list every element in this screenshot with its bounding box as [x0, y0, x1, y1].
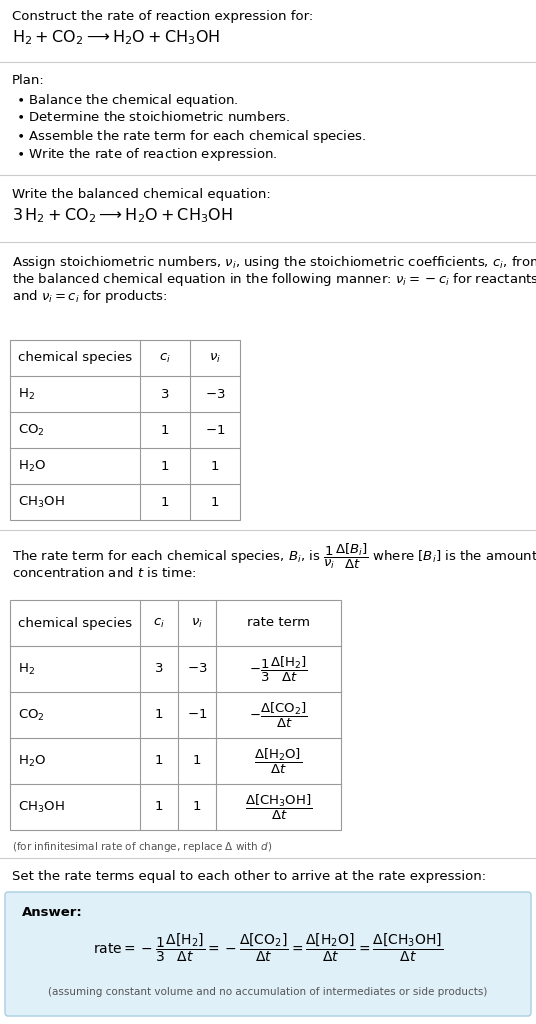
Text: $-1$: $-1$	[205, 424, 225, 436]
Text: $\dfrac{\Delta[\mathrm{H_2O}]}{\Delta t}$: $\dfrac{\Delta[\mathrm{H_2O}]}{\Delta t}…	[255, 746, 303, 775]
Text: Set the rate terms equal to each other to arrive at the rate expression:: Set the rate terms equal to each other t…	[12, 870, 486, 883]
Text: $\mathrm{H_2}$: $\mathrm{H_2}$	[18, 662, 35, 677]
Bar	[10, 600, 341, 830]
Text: $\bullet$ Assemble the rate term for each chemical species.: $\bullet$ Assemble the rate term for eac…	[16, 128, 367, 145]
Text: $\mathrm{H_2O}$: $\mathrm{H_2O}$	[18, 459, 46, 473]
Text: Answer:: Answer:	[22, 906, 83, 919]
Text: (for infinitesimal rate of change, replace $\Delta$ with $d$): (for infinitesimal rate of change, repla…	[12, 840, 272, 854]
Text: $\nu_i$: $\nu_i$	[209, 351, 221, 365]
Text: $\mathrm{H_2}$: $\mathrm{H_2}$	[18, 386, 35, 401]
FancyBboxPatch shape	[5, 892, 531, 1016]
Text: 1: 1	[155, 709, 163, 722]
Text: $\mathrm{H_2 + CO_2 \longrightarrow H_2O + CH_3OH}$: $\mathrm{H_2 + CO_2 \longrightarrow H_2O…	[12, 28, 220, 47]
Text: 1: 1	[155, 801, 163, 813]
Text: $\bullet$ Write the rate of reaction expression.: $\bullet$ Write the rate of reaction exp…	[16, 146, 278, 163]
Text: concentration and $t$ is time:: concentration and $t$ is time:	[12, 566, 196, 580]
Text: Plan:: Plan:	[12, 74, 44, 87]
Text: rate term: rate term	[247, 616, 310, 630]
Bar	[10, 600, 341, 830]
Text: $\nu_i$: $\nu_i$	[191, 616, 203, 630]
Text: $c_i$: $c_i$	[153, 616, 165, 630]
Text: $\dfrac{\Delta[\mathrm{CH_3OH}]}{\Delta t}$: $\dfrac{\Delta[\mathrm{CH_3OH}]}{\Delta …	[245, 793, 312, 821]
Bar	[10, 340, 240, 520]
Text: $\mathrm{CH_3OH}$: $\mathrm{CH_3OH}$	[18, 800, 65, 814]
Text: 1: 1	[193, 755, 201, 768]
Text: Write the balanced chemical equation:: Write the balanced chemical equation:	[12, 188, 271, 201]
Text: 3: 3	[161, 387, 169, 400]
Text: $-3$: $-3$	[187, 663, 207, 676]
Text: $-\dfrac{\Delta[\mathrm{CO_2}]}{\Delta t}$: $-\dfrac{\Delta[\mathrm{CO_2}]}{\Delta t…	[249, 700, 308, 730]
Text: $\mathrm{rate} = -\dfrac{1}{3}\dfrac{\Delta[\mathrm{H_2}]}{\Delta t} = -\dfrac{\: $\mathrm{rate} = -\dfrac{1}{3}\dfrac{\De…	[93, 932, 443, 965]
Text: 1: 1	[193, 801, 201, 813]
Text: chemical species: chemical species	[18, 616, 132, 630]
Text: $\bullet$ Balance the chemical equation.: $\bullet$ Balance the chemical equation.	[16, 92, 239, 109]
Text: $\mathrm{H_2O}$: $\mathrm{H_2O}$	[18, 754, 46, 769]
Text: the balanced chemical equation in the following manner: $\nu_i = -c_i$ for react: the balanced chemical equation in the fo…	[12, 271, 536, 288]
Text: 1: 1	[161, 496, 169, 509]
Text: chemical species: chemical species	[18, 351, 132, 365]
Text: $\mathrm{3\,H_2 + CO_2 \longrightarrow H_2O + CH_3OH}$: $\mathrm{3\,H_2 + CO_2 \longrightarrow H…	[12, 206, 233, 224]
Text: and $\nu_i = c_i$ for products:: and $\nu_i = c_i$ for products:	[12, 288, 168, 305]
Text: $\mathrm{CH_3OH}$: $\mathrm{CH_3OH}$	[18, 495, 65, 510]
Text: The rate term for each chemical species, $B_i$, is $\dfrac{1}{\nu_i}\dfrac{\Delt: The rate term for each chemical species,…	[12, 542, 536, 571]
Text: $c_i$: $c_i$	[159, 351, 171, 365]
Text: $-\dfrac{1}{3}\dfrac{\Delta[\mathrm{H_2}]}{\Delta t}$: $-\dfrac{1}{3}\dfrac{\Delta[\mathrm{H_2}…	[249, 654, 308, 684]
Text: Assign stoichiometric numbers, $\nu_i$, using the stoichiometric coefficients, $: Assign stoichiometric numbers, $\nu_i$, …	[12, 254, 536, 271]
Text: $\bullet$ Determine the stoichiometric numbers.: $\bullet$ Determine the stoichiometric n…	[16, 110, 291, 124]
Text: 1: 1	[161, 460, 169, 472]
Bar	[10, 340, 240, 520]
Text: $\mathrm{CO_2}$: $\mathrm{CO_2}$	[18, 423, 44, 437]
Text: Construct the rate of reaction expression for:: Construct the rate of reaction expressio…	[12, 10, 313, 23]
Text: $\mathrm{CO_2}$: $\mathrm{CO_2}$	[18, 708, 44, 723]
Text: $-1$: $-1$	[187, 709, 207, 722]
Text: 1: 1	[155, 755, 163, 768]
Text: 1: 1	[161, 424, 169, 436]
Text: 1: 1	[211, 460, 219, 472]
Text: 1: 1	[211, 496, 219, 509]
Text: 3: 3	[155, 663, 163, 676]
Text: (assuming constant volume and no accumulation of intermediates or side products): (assuming constant volume and no accumul…	[48, 987, 488, 997]
Text: $-3$: $-3$	[205, 387, 225, 400]
